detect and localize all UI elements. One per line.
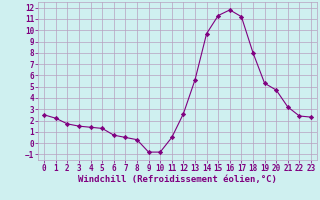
X-axis label: Windchill (Refroidissement éolien,°C): Windchill (Refroidissement éolien,°C) xyxy=(78,175,277,184)
